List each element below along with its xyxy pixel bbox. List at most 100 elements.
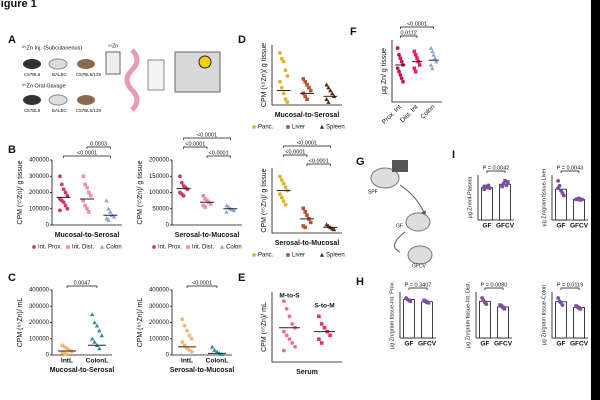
dot <box>281 91 286 96</box>
legend-label: Panc. <box>258 253 274 259</box>
dot <box>578 307 583 311</box>
mouse <box>48 58 68 70</box>
dot <box>287 337 292 342</box>
dot <box>283 185 288 189</box>
panel-letter: H <box>356 276 364 288</box>
legend-label: Spleen <box>326 253 345 259</box>
p-value: P = 0.0043 <box>557 165 584 171</box>
dot <box>413 53 418 57</box>
dot <box>506 180 510 184</box>
dot <box>203 205 207 209</box>
dot <box>432 55 438 60</box>
dot <box>426 300 431 305</box>
strain: BALBC <box>52 72 68 77</box>
dot <box>83 182 87 187</box>
y-axis-label: µg Zn/ml-Plasma <box>467 176 473 219</box>
dot <box>201 203 206 208</box>
dot <box>278 50 282 55</box>
dot <box>281 199 286 204</box>
dot <box>108 209 113 214</box>
x-tick-label: GFCV <box>570 223 589 230</box>
isolator <box>392 160 408 172</box>
dot <box>212 347 217 352</box>
significance-bracket <box>408 287 428 290</box>
legend-label: Int. Dist. <box>72 245 94 251</box>
legend-label: Int. Dist. <box>192 245 214 251</box>
dot <box>106 217 111 222</box>
significance-bracket <box>399 26 435 29</box>
legend-marker <box>319 124 325 129</box>
significance-bracket <box>306 163 331 166</box>
dot <box>287 314 292 319</box>
p-value: <0.0001 <box>309 158 329 164</box>
y-tick-label: 300000 <box>149 304 170 310</box>
dot <box>104 198 109 203</box>
legend-label: Int. Prox. <box>38 245 62 251</box>
x-axis-label: Mucosal-to-Serosal <box>50 367 115 374</box>
tube-rack <box>147 59 165 91</box>
dot <box>317 337 321 341</box>
x-axis-label: Mucosal-to-Serosal <box>55 232 120 239</box>
x-tick-label: IntL <box>61 358 73 365</box>
legend-marker <box>66 245 70 249</box>
x-tick-label: GF <box>556 341 565 348</box>
dot <box>182 323 187 328</box>
dot <box>428 62 434 67</box>
category-label: S-to-M <box>314 303 334 310</box>
label: SPF <box>368 189 378 195</box>
x-tick-label: GFCV <box>494 341 513 348</box>
dot <box>415 56 419 60</box>
dot <box>210 344 215 349</box>
dot <box>87 210 91 214</box>
dot <box>205 198 209 203</box>
axis <box>271 168 342 234</box>
strain: BALBC <box>52 108 68 113</box>
dot <box>395 66 400 71</box>
bar <box>555 301 567 339</box>
y-tick-label: 100000 <box>149 190 170 196</box>
y-tick-label: 300000 <box>29 174 50 180</box>
p-value: <0.0001 <box>209 150 229 156</box>
dot <box>65 193 70 198</box>
dot <box>83 203 87 208</box>
dot <box>81 198 86 203</box>
y-axis-label: CPM (⁶⁵Zn)/ g tissue <box>261 43 268 107</box>
dot <box>283 202 288 207</box>
dot <box>322 325 327 330</box>
axis <box>271 292 342 363</box>
dot <box>301 224 306 228</box>
significance-bracket <box>86 146 111 149</box>
legend-marker <box>186 245 190 249</box>
dot <box>413 69 418 74</box>
dot <box>561 193 566 198</box>
dot <box>503 179 507 183</box>
dot <box>319 322 324 326</box>
dot <box>397 69 401 74</box>
legend-marker <box>286 125 290 129</box>
dot <box>65 352 69 357</box>
dot <box>182 343 187 348</box>
significance-bracket <box>486 170 506 173</box>
y-tick-label: 150000 <box>149 174 170 180</box>
panel-letter: B <box>8 144 16 156</box>
dot <box>97 346 102 351</box>
y-tick-label: 200000 <box>149 320 170 326</box>
panel-letter: C <box>8 272 16 284</box>
p-value: 0.0047 <box>74 280 91 286</box>
dot <box>281 59 286 64</box>
dot <box>59 182 64 187</box>
p-value: <0.0001 <box>192 280 212 286</box>
dot <box>484 302 489 307</box>
x-tick-label: IntL <box>181 358 193 365</box>
panel-letter: A <box>8 34 16 46</box>
dot <box>412 66 417 71</box>
dot <box>282 299 286 304</box>
dot <box>293 344 297 349</box>
p-value: <0.0001 <box>185 141 205 147</box>
dot <box>401 79 405 84</box>
legend-marker <box>32 245 36 249</box>
dot <box>290 341 295 345</box>
p-value: P = 0.0042 <box>483 165 510 171</box>
dot <box>189 349 194 354</box>
y-axis-label: µg Zn/ g tissue <box>381 48 388 94</box>
